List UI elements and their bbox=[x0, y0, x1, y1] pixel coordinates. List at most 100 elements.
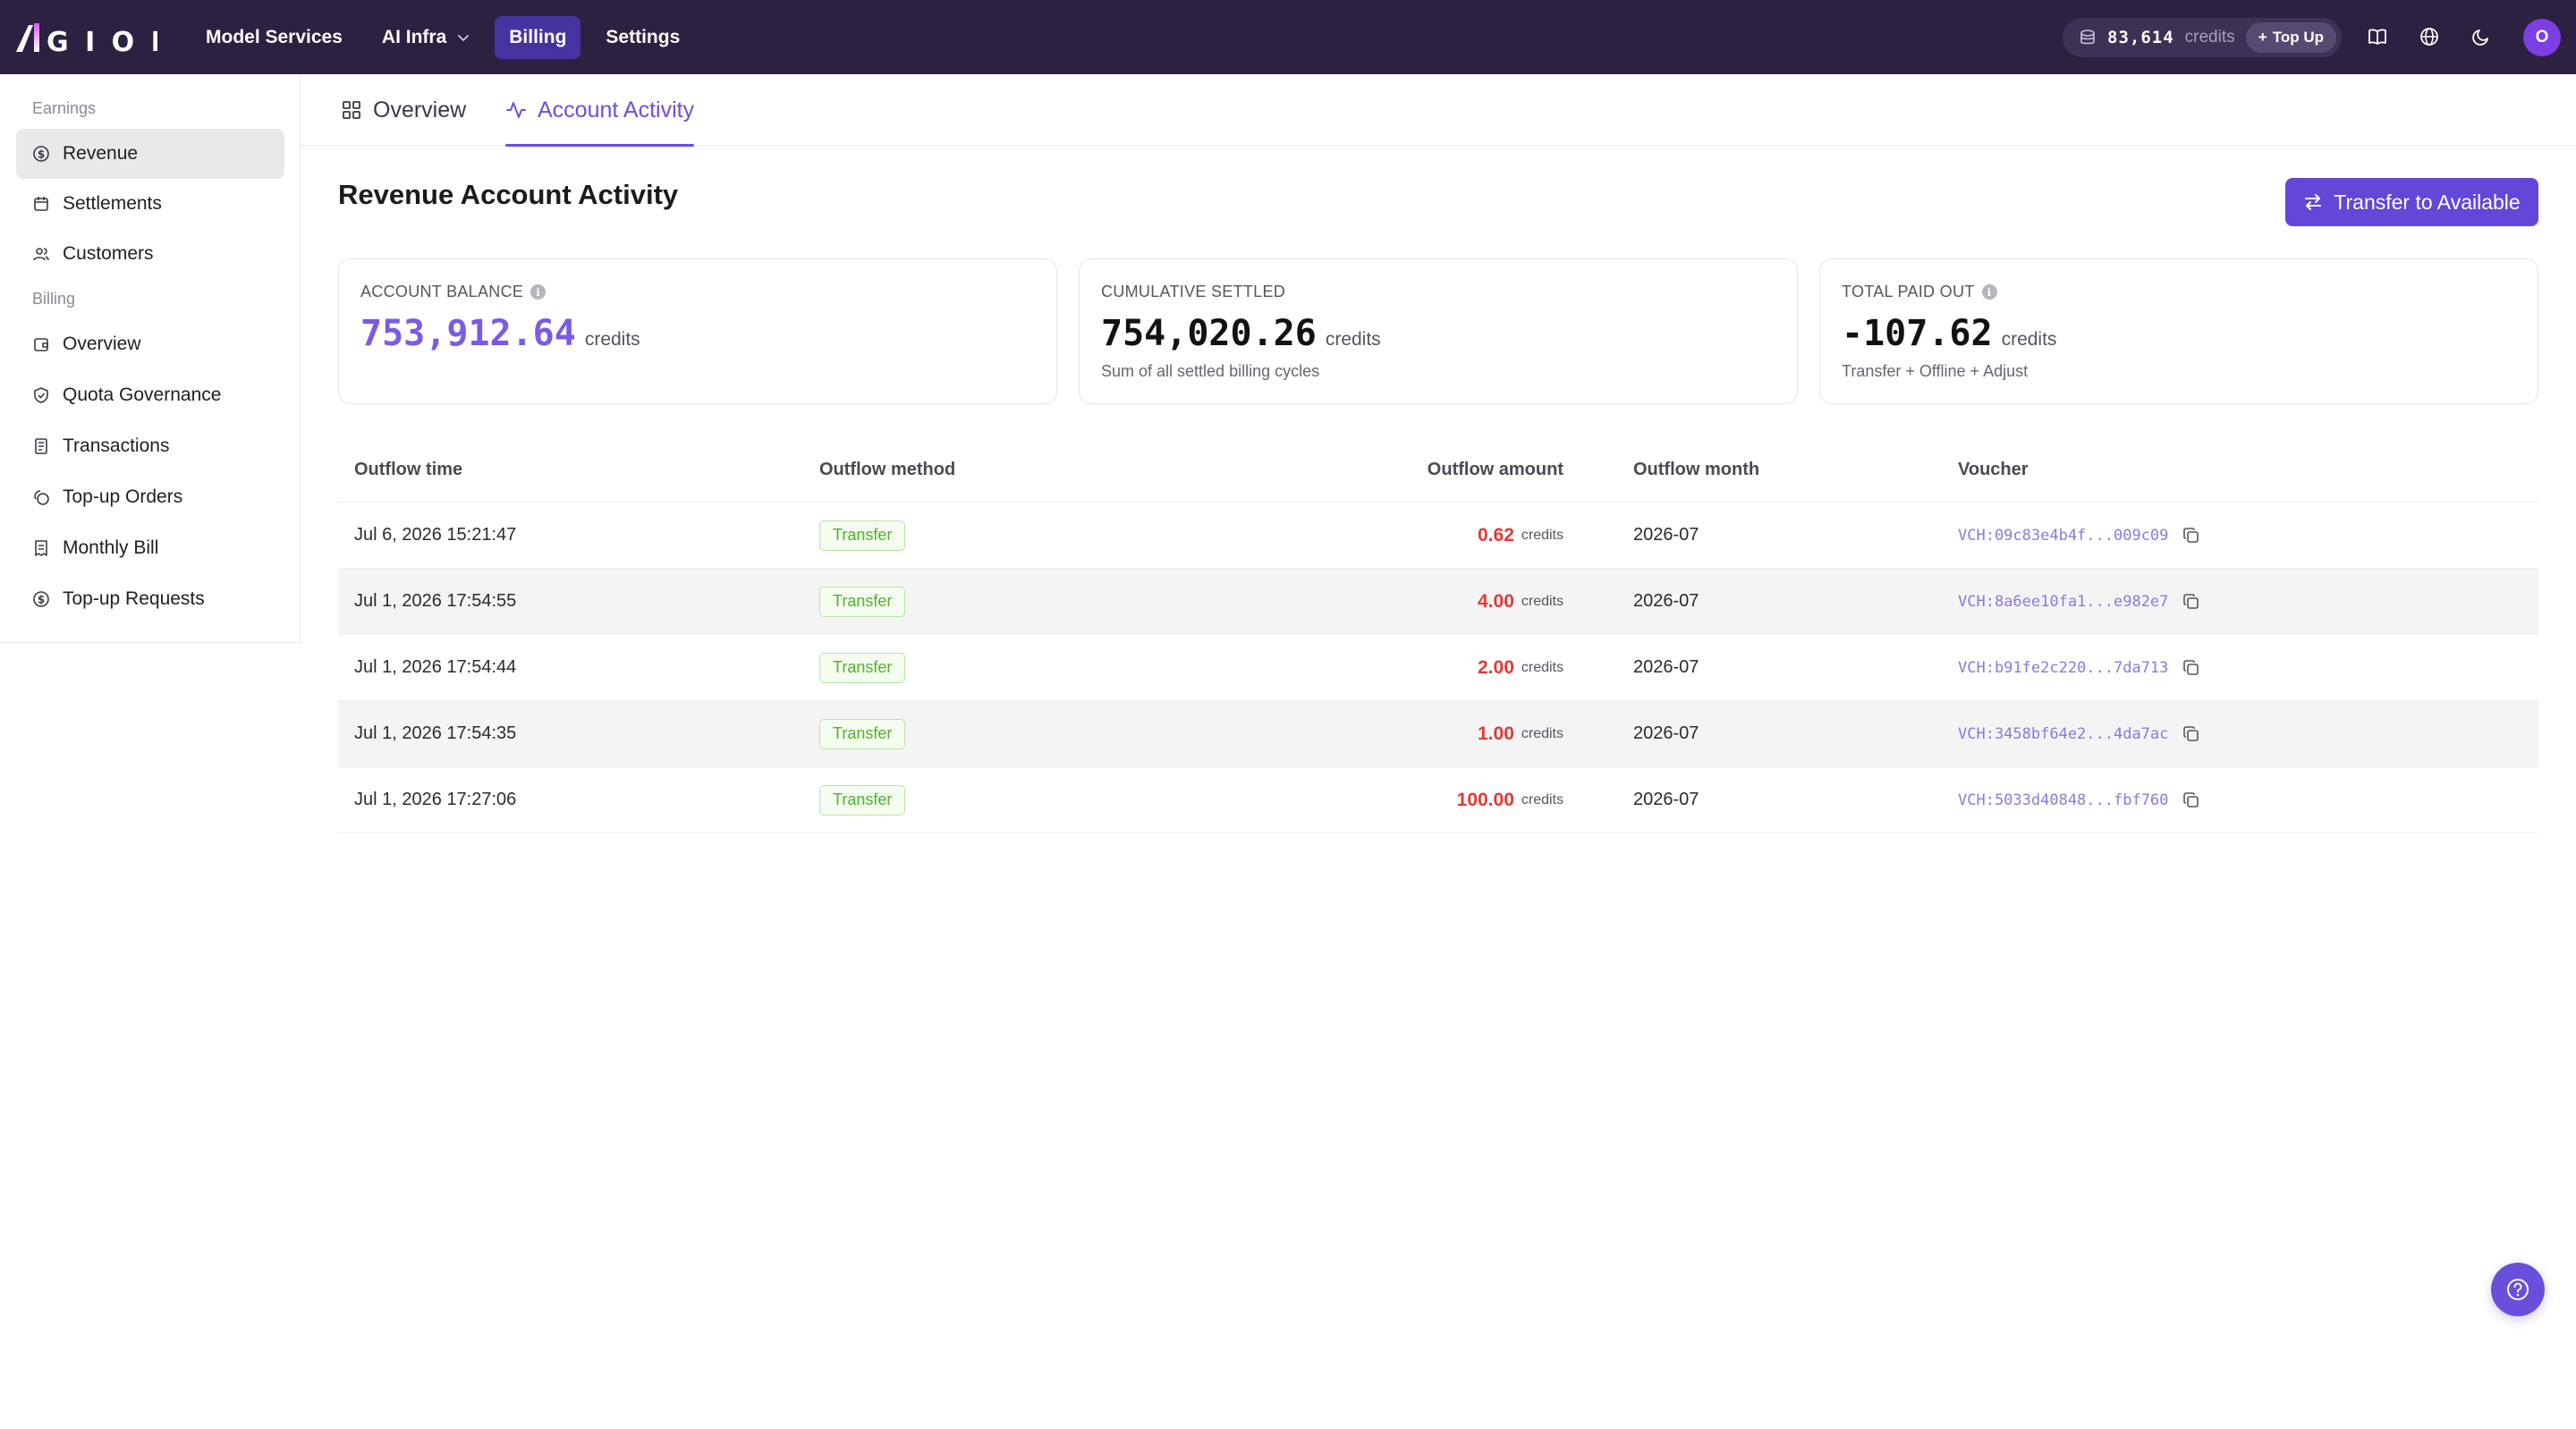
cell-outflow-amount: 1.00 credits bbox=[1478, 701, 1563, 766]
aione-logo-icon: G I O N E bbox=[16, 23, 157, 55]
voucher-link[interactable]: VCH:b91fe2c220...7da713 bbox=[1958, 658, 2169, 677]
top-up-button[interactable]: + Top Up bbox=[2245, 22, 2336, 53]
cell-outflow-month: 2026-07 bbox=[1633, 657, 1699, 677]
nav-model-services[interactable]: Model Services bbox=[191, 16, 357, 59]
cell-outflow-amount: 2.00 credits bbox=[1478, 635, 1563, 700]
sidebar-item-monthly-bill[interactable]: Monthly Bill bbox=[16, 523, 284, 573]
card-cumulative-settled: CUMULATIVE SETTLED 754,020.26 credits Su… bbox=[1079, 258, 1798, 404]
nav-label: AI Infra bbox=[381, 27, 447, 47]
column-header-voucher[interactable]: Voucher bbox=[1958, 459, 2029, 479]
page-tabs: Overview Account Activity bbox=[301, 74, 2576, 147]
sidebar-item-label: Revenue bbox=[63, 143, 139, 164]
shield-icon bbox=[34, 387, 48, 403]
cell-outflow-time: Jul 1, 2026 17:54:55 bbox=[354, 591, 517, 611]
table-row: Jul 6, 2026 15:21:47 Transfer 0.62 credits 2… bbox=[338, 503, 2538, 569]
copy-icon[interactable] bbox=[2182, 527, 2200, 545]
book-icon bbox=[2368, 29, 2386, 45]
sidebar-item-overview[interactable]: Overview bbox=[16, 319, 284, 369]
card-label-text: TOTAL PAID OUT bbox=[1842, 283, 1975, 300]
avatar[interactable]: O bbox=[2523, 19, 2561, 56]
tab-label: Account Activity bbox=[538, 97, 695, 123]
card-value: -107.62 bbox=[1842, 313, 1993, 354]
voucher-link[interactable]: VCH:5033d40848...fbf760 bbox=[1958, 791, 2169, 809]
top-bar: G I O N E Model Services AI Infra Billin… bbox=[0, 0, 2576, 74]
receipt-icon bbox=[35, 540, 47, 556]
copy-icon[interactable] bbox=[2182, 791, 2200, 809]
nav-label: Billing bbox=[509, 27, 567, 47]
sidebar-item-top-up-requests[interactable]: $ Top-up Requests bbox=[16, 574, 284, 624]
sidebar-item-customers[interactable]: Customers bbox=[16, 229, 284, 279]
card-label: TOTAL PAID OUT i bbox=[1842, 283, 1997, 301]
globe-icon bbox=[2420, 28, 2438, 46]
theme-toggle[interactable] bbox=[2469, 24, 2494, 49]
table-row: Jul 1, 2026 17:54:35 Transfer 1.00 credits 2… bbox=[338, 701, 2538, 767]
sidebar-item-settlements[interactable]: Settlements bbox=[16, 179, 284, 229]
nav-label: Model Services bbox=[206, 27, 343, 47]
document-icon bbox=[35, 438, 47, 454]
amount-value: 4.00 bbox=[1478, 590, 1514, 612]
sidebar-item-revenue[interactable]: $ Revenue bbox=[16, 129, 284, 179]
sidebar-item-label: Monthly Bill bbox=[63, 537, 159, 558]
tab-overview[interactable]: Overview bbox=[341, 74, 466, 146]
cell-outflow-month: 2026-07 bbox=[1633, 790, 1699, 809]
voucher-link[interactable]: VCH:8a6ee10fa1...e982e7 bbox=[1958, 592, 2169, 611]
transfer-to-available-button[interactable]: Transfer to Available bbox=[2285, 178, 2538, 226]
card-value: 754,020.26 bbox=[1101, 313, 1317, 354]
amount-unit: credits bbox=[1521, 791, 1563, 808]
amount-value: 0.62 bbox=[1478, 524, 1514, 545]
amount-value: 100.00 bbox=[1456, 789, 1514, 810]
card-label: ACCOUNT BALANCE i bbox=[360, 283, 547, 301]
sidebar-item-transactions[interactable]: Transactions bbox=[16, 421, 284, 471]
outflow-table: Outflow time Outflow method Outflow amou… bbox=[338, 436, 2538, 833]
sidebar-item-quota-governance[interactable]: Quota Governance bbox=[16, 370, 284, 420]
copy-icon[interactable] bbox=[2182, 593, 2200, 611]
page-title: Revenue Account Activity bbox=[338, 179, 679, 210]
help-button[interactable] bbox=[2491, 1263, 2545, 1316]
info-icon[interactable]: i bbox=[530, 284, 547, 300]
grid-icon bbox=[343, 101, 360, 119]
logo[interactable]: G I O N E bbox=[14, 16, 157, 59]
avatar-initial: O bbox=[2535, 28, 2549, 47]
card-unit: credits bbox=[1325, 329, 1381, 350]
voucher-link[interactable]: VCH:09c83e4b4f...009c09 bbox=[1958, 526, 2169, 545]
cell-outflow-method: Transfer bbox=[819, 569, 906, 634]
cell-voucher: VCH:b91fe2c220...7da713 bbox=[1958, 635, 2200, 700]
sidebar-item-label: Transactions bbox=[63, 435, 170, 456]
table-row: Jul 1, 2026 17:27:06 Transfer 100.00 credit… bbox=[338, 767, 2538, 833]
table-header: Outflow time Outflow method Outflow amou… bbox=[338, 436, 2538, 503]
card-total-paid-out: TOTAL PAID OUT i -107.62 credits Transfe… bbox=[1819, 258, 2538, 404]
method-badge: Transfer bbox=[819, 784, 906, 816]
copy-icon[interactable] bbox=[2182, 725, 2200, 743]
nav-ai-infra[interactable]: AI Infra bbox=[368, 16, 484, 59]
nav-billing[interactable]: Billing bbox=[495, 16, 581, 59]
column-header-outflow-method[interactable]: Outflow method bbox=[819, 459, 956, 479]
transfer-label: Transfer to Available bbox=[2334, 190, 2521, 214]
cell-voucher: VCH:3458bf64e2...4da7ac bbox=[1958, 701, 2200, 766]
sidebar: Earnings $ Revenue Settlements Customers… bbox=[0, 74, 301, 643]
credits-value: 83,614 bbox=[2107, 28, 2174, 47]
nav-settings[interactable]: Settings bbox=[591, 16, 694, 59]
cell-outflow-time: Jul 6, 2026 15:21:47 bbox=[354, 525, 517, 545]
wallet-icon bbox=[34, 338, 48, 351]
table-body: Jul 6, 2026 15:21:47 Transfer 0.62 credits 2… bbox=[338, 503, 2538, 833]
voucher-link[interactable]: VCH:3458bf64e2...4da7ac bbox=[1958, 724, 2169, 743]
top-up-label: Top Up bbox=[2272, 29, 2324, 46]
users-icon bbox=[33, 248, 49, 261]
docs-button[interactable] bbox=[2365, 24, 2390, 49]
copy-icon[interactable] bbox=[2182, 659, 2200, 677]
column-header-outflow-time[interactable]: Outflow time bbox=[354, 459, 463, 479]
credits-balance: 83,614 credits + Top Up bbox=[2063, 18, 2342, 57]
info-icon[interactable]: i bbox=[1981, 284, 1997, 300]
column-header-outflow-amount[interactable]: Outflow amount bbox=[1427, 459, 1563, 479]
language-button[interactable] bbox=[2417, 24, 2442, 49]
tab-account-activity[interactable]: Account Activity bbox=[505, 74, 695, 147]
cell-outflow-time: Jul 1, 2026 17:54:35 bbox=[354, 723, 517, 743]
amount-value: 1.00 bbox=[1478, 723, 1514, 744]
card-unit: credits bbox=[2001, 329, 2057, 350]
nav-label: Settings bbox=[606, 27, 681, 47]
table-row: Jul 1, 2026 17:54:44 Transfer 2.00 credits 2… bbox=[338, 635, 2538, 701]
main-nav: Model Services AI Infra Billing Settings bbox=[191, 16, 694, 59]
column-header-outflow-month[interactable]: Outflow month bbox=[1633, 459, 1760, 479]
sidebar-item-top-up-orders[interactable]: Top-up Orders bbox=[16, 472, 284, 522]
plus-icon: + bbox=[2258, 29, 2267, 46]
